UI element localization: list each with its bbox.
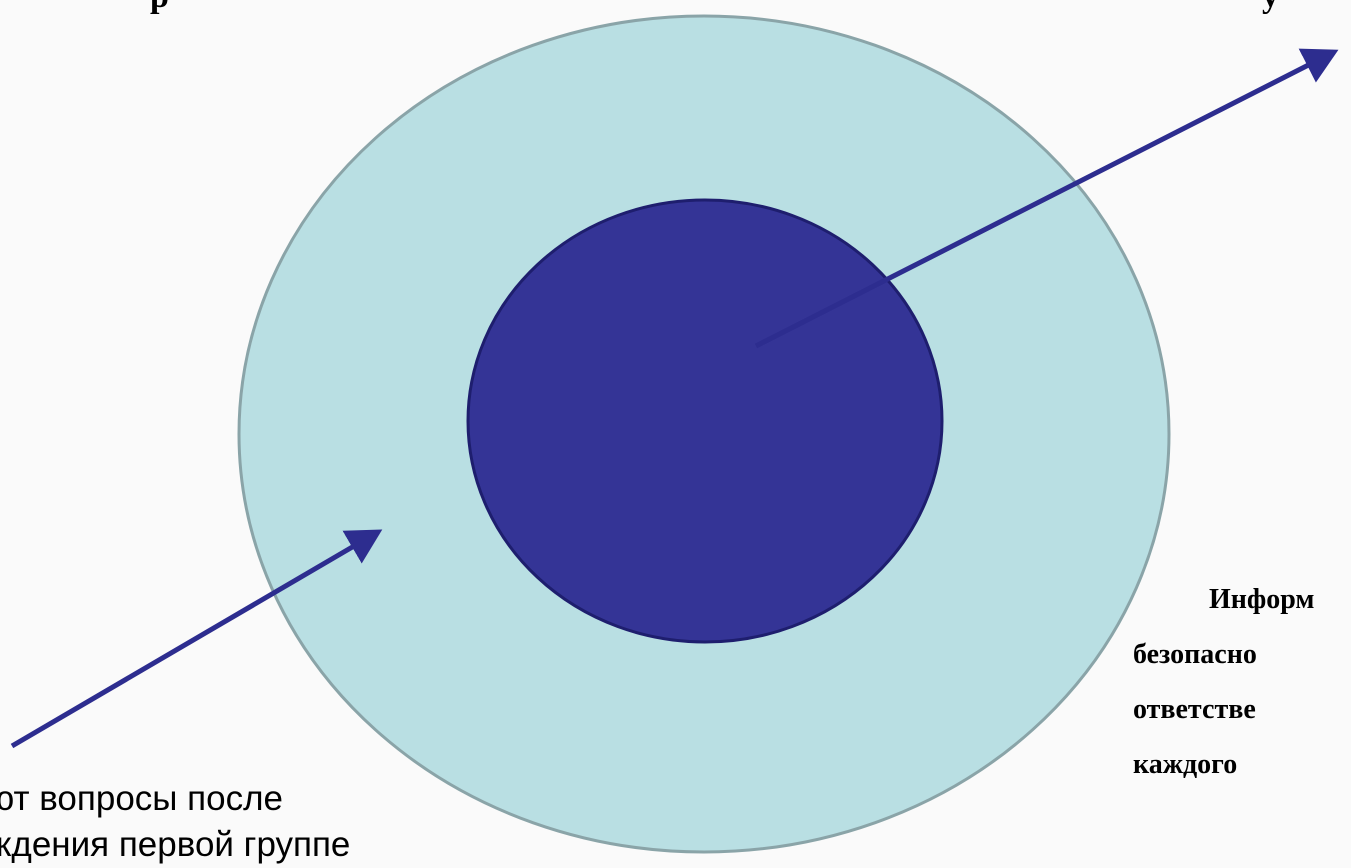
right-caption-line-2: безопасно xyxy=(1133,639,1257,670)
right-caption-line-1: Информ xyxy=(1209,584,1315,615)
left-caption-line-1: ют вопросы после xyxy=(0,779,283,818)
left-caption-line-2: ждения первой группе xyxy=(0,825,351,864)
right-caption: Информ безопасно ответстве каждого xyxy=(1133,572,1351,792)
right-caption-line-3: ответстве xyxy=(1133,694,1256,725)
arrow-bottom-left-to-outer-ring xyxy=(10,529,383,749)
top-text-fragment-right: у xyxy=(1262,0,1279,16)
left-caption: ют вопросы после ждения первой группе xyxy=(0,776,508,868)
arrow-center-to-top-right xyxy=(754,48,1339,349)
top-text-fragment-left: p xyxy=(150,0,169,16)
right-caption-line-4: каждого xyxy=(1133,749,1238,780)
inner-circle xyxy=(466,198,944,644)
